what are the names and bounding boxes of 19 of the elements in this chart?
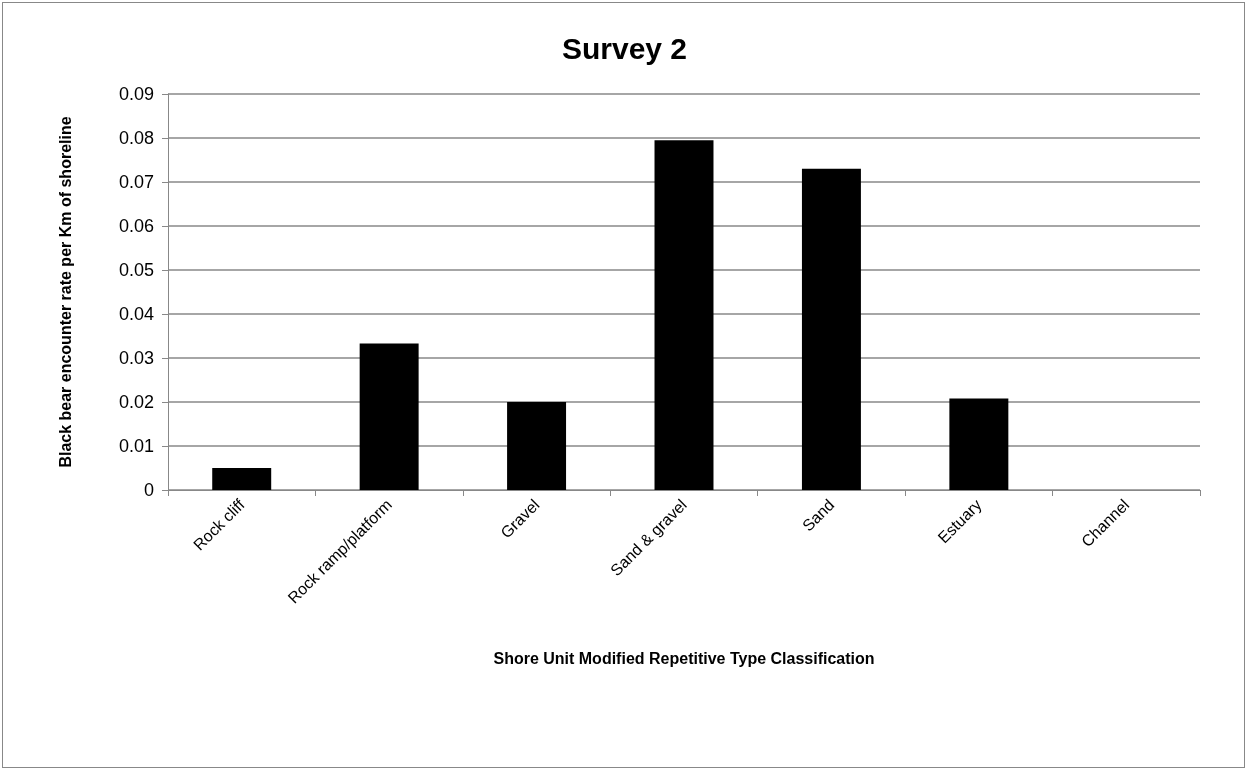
- bar: [654, 140, 714, 490]
- y-tick-label: 0.05: [118, 260, 154, 280]
- y-tick-label: 0.03: [118, 348, 154, 368]
- x-axis-title: Shore Unit Modified Repetitive Type Classification: [493, 649, 875, 667]
- y-tick-label: 0.01: [118, 436, 154, 456]
- y-axis-title: Black bear encounter rate per Km of shoreline: [56, 116, 74, 468]
- y-tick-label: 0.08: [118, 128, 154, 148]
- bar: [801, 168, 861, 490]
- y-tick-label: 0.02: [118, 392, 154, 412]
- y-tick-label: 0.04: [118, 304, 154, 324]
- bar: [949, 398, 1009, 490]
- y-tick-label: 0.06: [118, 216, 154, 236]
- y-tick-label: 0.09: [118, 84, 154, 104]
- y-tick-label: 0: [143, 480, 154, 500]
- chart-title: Survey 2: [561, 31, 688, 65]
- y-tick-label: 0.07: [118, 172, 154, 192]
- bar: [507, 402, 567, 490]
- bar: [359, 343, 419, 490]
- bar: [212, 468, 272, 490]
